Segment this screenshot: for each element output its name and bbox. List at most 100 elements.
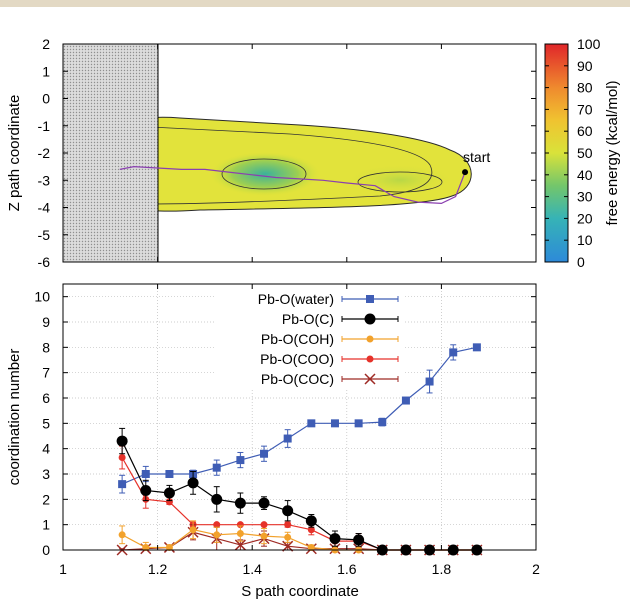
bottom-x-tick: 2 <box>532 561 540 577</box>
data-point-water <box>449 348 458 357</box>
series-layer <box>116 343 483 556</box>
bottom-y-tick: 5 <box>42 415 50 431</box>
legend-label-coo: Pb-O(COO) <box>260 351 334 367</box>
free-energy-panel: start 2 1 0 -1 -2 -3 -4 -5 -6 Z path coo… <box>6 36 537 270</box>
cross-stroke <box>234 539 246 551</box>
bottom-x-tick: 1 <box>59 561 67 577</box>
transition-path <box>119 165 466 205</box>
legend-markers <box>341 295 399 385</box>
bottom-y-tick-labels: 10 9 8 7 6 5 4 3 2 1 0 <box>34 289 50 558</box>
data-point-c <box>329 533 341 545</box>
legend-marker-coc <box>364 373 376 385</box>
legend-label-c: Pb-O(C) <box>282 311 334 327</box>
top-y-tick: -3 <box>38 172 51 188</box>
bottom-x-tick: 1.4 <box>242 561 262 577</box>
data-point-c <box>234 497 246 509</box>
data-point-coh <box>165 543 173 551</box>
cross-stroke <box>364 373 376 385</box>
data-point-water <box>425 377 434 386</box>
energy-minimum-2 <box>210 152 320 196</box>
top-tick-marks <box>63 43 536 263</box>
data-point-water <box>141 470 150 478</box>
top-y-tick: 2 <box>42 36 50 52</box>
bottom-y-tick: 9 <box>42 314 50 330</box>
bottom-tick-marks <box>62 284 537 551</box>
data-point-water <box>236 456 245 465</box>
legend-marker-c <box>364 313 376 325</box>
data-point-coh <box>142 543 150 551</box>
legend: Pb-O(water) Pb-O(C) Pb-O(COH) Pb-O(COO) … <box>215 290 405 388</box>
bottom-y-tick: 2 <box>42 491 50 507</box>
top-y-tick: 0 <box>42 91 50 107</box>
data-point-coh <box>307 543 315 551</box>
bottom-x-tick: 1.2 <box>148 561 168 577</box>
bottom-plot-frame <box>62 283 537 551</box>
colorbar-tick: 20 <box>577 210 593 226</box>
colorbar-tick: 60 <box>577 123 593 139</box>
legend-marker-coo <box>366 355 374 363</box>
data-point-coh <box>213 531 221 539</box>
colorbar-tick: 40 <box>577 167 593 183</box>
bottom-y-tick: 1 <box>42 517 50 533</box>
data-point-coo <box>213 521 221 529</box>
colorbar-tick: 100 <box>577 36 601 52</box>
bottom-x-tick: 1.8 <box>432 561 452 577</box>
data-point-water <box>212 463 221 472</box>
series-line-water <box>121 346 478 485</box>
data-point-c <box>116 435 128 447</box>
legend-label-coc: Pb-O(COC) <box>261 371 334 387</box>
colorbar-tick: 70 <box>577 101 593 117</box>
data-point-water <box>401 396 410 405</box>
top-y-tick: -2 <box>38 145 51 161</box>
bottom-x-tick-labels: 1 1.2 1.4 1.6 1.8 2 <box>59 561 540 577</box>
data-point-c <box>258 497 270 509</box>
data-point-water <box>118 480 127 489</box>
excluded-region <box>63 44 158 262</box>
data-point-water <box>378 418 387 427</box>
data-point-water <box>165 470 174 478</box>
data-point-water <box>472 343 481 352</box>
bottom-y-axis-label: coordination number <box>6 349 23 486</box>
bottom-y-tick: 8 <box>42 339 50 355</box>
series-water <box>118 343 481 494</box>
data-point-water <box>283 434 292 443</box>
bottom-y-tick: 7 <box>42 365 50 381</box>
data-point-water <box>307 419 316 428</box>
colorbar-tick: 10 <box>577 232 593 248</box>
top-y-tick-labels: 2 1 0 -1 -2 -3 -4 -5 -6 <box>38 36 51 270</box>
bottom-y-tick: 10 <box>34 289 50 305</box>
data-point-water <box>354 419 363 428</box>
top-y-tick: -6 <box>38 254 51 270</box>
data-point-coc <box>234 539 246 551</box>
data-point-c <box>282 505 294 517</box>
data-point-c <box>211 493 223 505</box>
x-axis-label: S path coordinate <box>241 583 359 600</box>
data-point-coh <box>260 532 268 540</box>
start-label: start <box>463 149 490 165</box>
series-c <box>116 427 483 556</box>
contour-line-5 <box>357 171 443 193</box>
colorbar-tick: 50 <box>577 145 593 161</box>
colorbar-tick: 30 <box>577 189 593 205</box>
data-point-c <box>187 477 199 489</box>
data-point-coo <box>118 454 126 462</box>
top-y-tick: -4 <box>38 200 51 216</box>
colorbar-tick: 90 <box>577 58 593 74</box>
data-point-water <box>260 449 269 458</box>
data-point-coo <box>284 521 292 529</box>
top-border-strip <box>0 0 630 7</box>
data-point-water <box>330 419 339 428</box>
legend-marker-water <box>366 295 374 303</box>
legend-label-coh: Pb-O(COH) <box>261 331 334 347</box>
energy-minimum-3 <box>345 164 455 196</box>
bottom-y-tick: 3 <box>42 466 50 482</box>
top-y-tick: -5 <box>38 227 51 243</box>
colorbar-tick-marks <box>545 43 568 263</box>
data-point-coh <box>284 533 292 541</box>
bottom-y-tick: 0 <box>42 542 50 558</box>
top-y-tick: 1 <box>42 63 50 79</box>
bottom-y-tick: 6 <box>42 390 50 406</box>
colorbar: 100 90 80 70 60 50 40 30 20 10 0 free en… <box>544 36 621 270</box>
top-y-tick: -1 <box>38 118 51 134</box>
